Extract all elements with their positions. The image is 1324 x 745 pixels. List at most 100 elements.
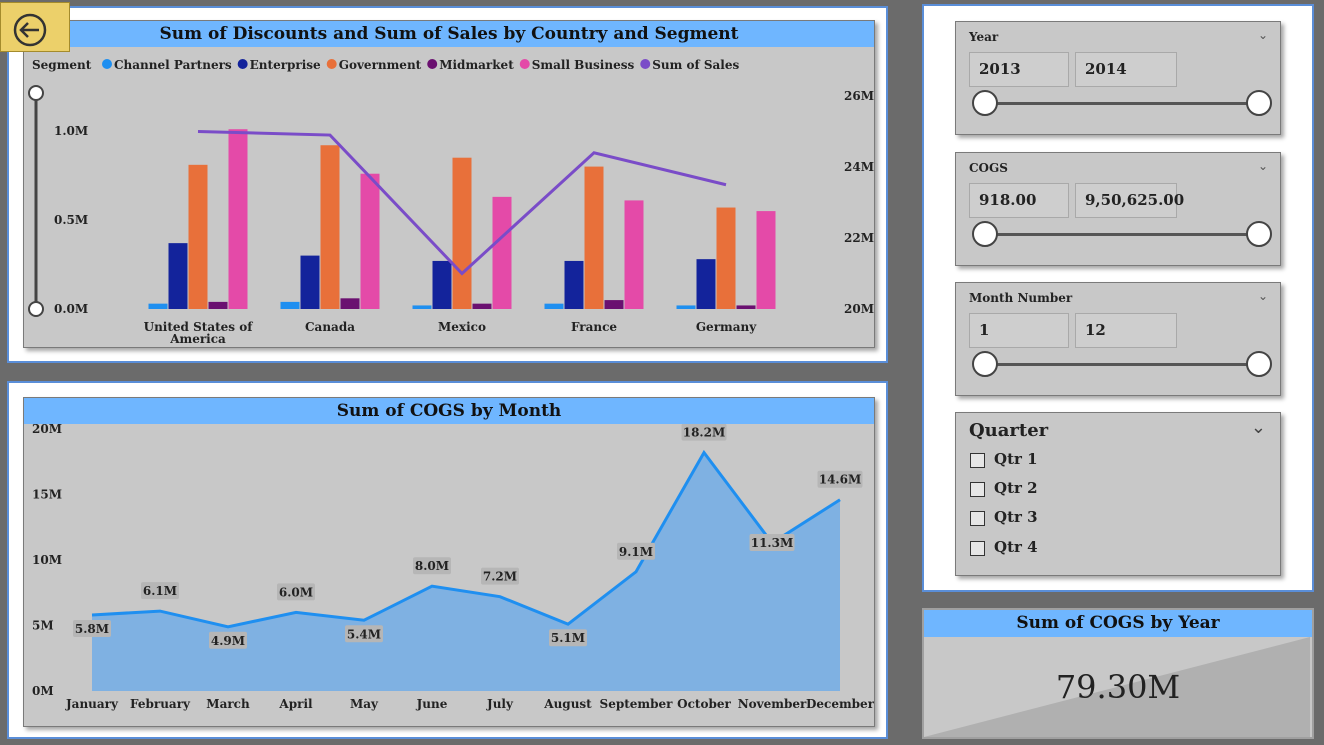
checkbox[interactable] (970, 481, 985, 497)
bar[interactable] (716, 207, 736, 309)
slider-max-handle[interactable] (1246, 351, 1272, 377)
data-label-bg (141, 582, 179, 600)
data-label-bg (617, 542, 655, 560)
slider-max-handle[interactable] (1246, 221, 1272, 247)
back-button[interactable] (0, 2, 70, 52)
slicer-title: COGS (969, 161, 1008, 175)
data-label-bg (817, 470, 863, 488)
bar[interactable] (756, 211, 776, 309)
year-max-input[interactable]: 2014 (1075, 52, 1177, 87)
data-label-bg (413, 557, 451, 575)
bar[interactable] (604, 300, 624, 309)
y-tick-label: 0M (32, 684, 54, 698)
area-line[interactable] (91, 449, 841, 629)
legend-marker (519, 59, 530, 69)
x-tick-label: September (600, 697, 674, 711)
area-chart: 20M 15M 10M 5M 0M 5.8M 6.1M 4.9M 6.0M 5.4M 8.0M 7.2… (32, 424, 874, 711)
bar[interactable] (452, 157, 472, 309)
x-tick-label: August (543, 697, 592, 711)
bar[interactable] (412, 305, 432, 309)
month-number-slicer[interactable]: Month Number ⌄ 1 12 (955, 282, 1281, 396)
bar[interactable] (300, 255, 320, 309)
card-background-shape (924, 637, 1310, 737)
quarter-label: Qtr 2 (994, 479, 1038, 497)
y2-tick-label: 20M (844, 302, 874, 316)
quarter-item[interactable]: Qtr 1 (970, 450, 1038, 472)
bar[interactable] (340, 298, 360, 309)
checkbox[interactable] (970, 540, 985, 556)
slider-track[interactable] (986, 102, 1261, 105)
legend-label: Channel Partners (114, 58, 232, 72)
year-slicer[interactable]: Year ⌄ 2013 2014 (955, 21, 1281, 135)
data-label-bg (481, 567, 519, 585)
bar[interactable] (188, 164, 208, 309)
bar[interactable] (676, 305, 696, 309)
bar[interactable] (736, 305, 756, 309)
data-label: 9.1M (619, 545, 653, 559)
slider-track[interactable] (986, 233, 1261, 236)
bar[interactable] (208, 301, 228, 309)
bar[interactable] (280, 301, 300, 309)
x-tick-label: March (206, 697, 250, 711)
quarter-label: Qtr 4 (994, 538, 1038, 556)
legend-marker (640, 59, 651, 69)
bar[interactable] (432, 260, 452, 309)
month-min-input[interactable]: 1 (969, 313, 1069, 348)
slicer-title: Year (969, 30, 999, 44)
y2-tick-label: 24M (844, 160, 874, 174)
bar[interactable] (472, 303, 492, 309)
data-label: 4.9M (211, 634, 245, 648)
y2-tick-label: 26M (844, 89, 874, 103)
year-min-input[interactable]: 2013 (969, 52, 1069, 87)
legend-label: Small Business (532, 58, 635, 72)
data-label: 6.1M (143, 584, 177, 598)
bar[interactable] (148, 303, 168, 309)
x-tick-label: Canada (305, 320, 355, 334)
data-label-bg (749, 533, 795, 551)
cogs-min-input[interactable]: 918.00 (969, 183, 1069, 218)
slider-min-handle[interactable] (972, 90, 998, 116)
slider-min-handle[interactable] (972, 351, 998, 377)
y-tick-label: 1.0M (54, 124, 88, 138)
checkbox[interactable] (970, 510, 985, 526)
sales-line[interactable] (197, 130, 727, 276)
bar[interactable] (584, 166, 604, 309)
bar[interactable] (168, 243, 188, 309)
month-max-input[interactable]: 12 (1075, 313, 1177, 348)
data-label: 7.2M (483, 570, 517, 584)
data-label: 11.3M (751, 536, 794, 550)
legend-label: Enterprise (250, 58, 321, 72)
x-tick-label: June (416, 697, 448, 711)
quarter-item[interactable]: Qtr 3 (970, 508, 1038, 530)
slider-min-handle[interactable] (972, 221, 998, 247)
chevron-down-icon[interactable]: ⌄ (1257, 159, 1268, 173)
bar[interactable] (228, 129, 248, 309)
top-chart-panel: Sum of Discounts and Sum of Sales by Cou… (7, 6, 888, 363)
cogs-max-input[interactable]: 9,50,625.00 (1075, 183, 1184, 218)
bar[interactable] (696, 259, 716, 309)
x-tick-label: May (350, 697, 379, 711)
slider-top-handle[interactable] (28, 85, 44, 101)
legend-marker (237, 59, 248, 69)
quarter-item[interactable]: Qtr 4 (970, 538, 1038, 560)
bar[interactable] (624, 200, 644, 309)
kpi-value: 79.30M (1055, 668, 1181, 706)
data-label-bg (345, 625, 383, 643)
bar[interactable] (544, 303, 564, 309)
bar[interactable] (564, 260, 584, 309)
chevron-down-icon[interactable]: ⌄ (1250, 417, 1266, 438)
quarter-slicer[interactable]: Quarter ⌄ Qtr 1 Qtr 2 Qtr 3 Qtr 4 (955, 412, 1281, 576)
x-tick-label: Germany (696, 320, 757, 334)
slider-max-handle[interactable] (1246, 90, 1272, 116)
slider-track[interactable] (986, 363, 1261, 366)
bar[interactable] (320, 145, 340, 309)
data-label: 14.6M (819, 473, 862, 487)
chevron-down-icon[interactable]: ⌄ (1257, 289, 1268, 303)
bar[interactable] (360, 173, 380, 309)
cogs-slicer[interactable]: COGS ⌄ 918.00 9,50,625.00 (955, 152, 1281, 266)
quarter-item[interactable]: Qtr 2 (970, 479, 1038, 501)
chevron-down-icon[interactable]: ⌄ (1257, 28, 1268, 42)
checkbox[interactable] (970, 452, 985, 468)
bar[interactable] (492, 196, 512, 309)
slider-bottom-handle[interactable] (28, 301, 44, 317)
